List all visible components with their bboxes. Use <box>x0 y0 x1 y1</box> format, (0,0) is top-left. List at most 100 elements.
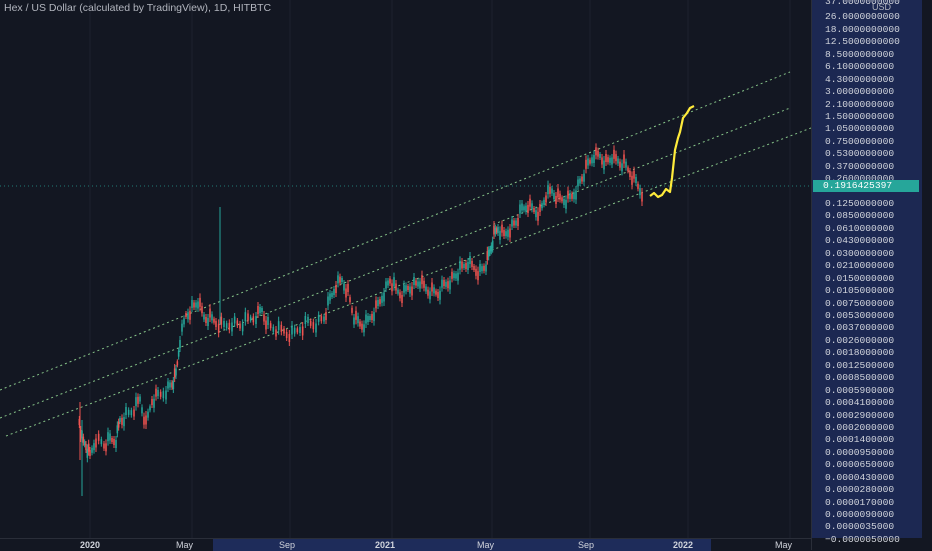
price-label: −0.0000050000 <box>825 533 900 545</box>
candle-body <box>531 203 533 210</box>
candle-body <box>609 157 611 163</box>
candle-body <box>585 159 587 169</box>
candle-body <box>203 314 205 320</box>
candle-body <box>323 316 325 322</box>
candle-body <box>329 293 331 301</box>
price-label: 0.0105000000 <box>825 285 895 297</box>
candle-body <box>453 273 455 279</box>
candle-body <box>427 289 429 296</box>
candle-body <box>407 286 409 290</box>
price-label: 0.0610000000 <box>825 222 895 234</box>
candle-body <box>419 281 421 289</box>
candle-body <box>145 415 147 425</box>
candle-body <box>255 316 257 324</box>
candle-body <box>421 275 423 285</box>
candle-body <box>385 281 387 289</box>
price-label: 0.0000950000 <box>825 446 895 458</box>
candle-body <box>515 220 517 226</box>
candle-body <box>397 289 399 294</box>
price-label: 0.0430000000 <box>825 235 895 247</box>
candle-body <box>533 208 535 212</box>
time-label: 2022 <box>673 540 694 550</box>
candle-body <box>559 193 561 200</box>
price-label: 0.3700000000 <box>825 160 895 172</box>
candle-body <box>567 190 569 199</box>
price-label: 0.7500000000 <box>825 135 895 147</box>
candle-body <box>86 448 89 458</box>
candle-body <box>627 167 629 172</box>
candle-body <box>615 154 617 162</box>
candle-body <box>149 406 151 411</box>
candle-body <box>347 284 349 292</box>
candle-body <box>539 204 541 212</box>
candle-body <box>457 272 459 281</box>
candle-body <box>497 227 499 233</box>
price-chart[interactable] <box>0 0 811 538</box>
candle-body <box>431 282 433 292</box>
candle-body <box>165 390 167 400</box>
candle-body <box>519 204 521 214</box>
candle-body <box>233 316 236 324</box>
time-axis[interactable]: 2020 May Sep 2021 May Sep 2022 May <box>0 538 811 551</box>
candle-body <box>280 324 283 332</box>
candle-body <box>261 308 263 312</box>
candle-body <box>525 205 527 212</box>
candle-body <box>527 205 529 213</box>
candle-body <box>211 314 213 321</box>
currency-label: USD <box>872 2 892 12</box>
candle-body <box>637 183 639 189</box>
candle-body <box>359 321 361 327</box>
candle-body <box>153 398 155 408</box>
candle-body <box>187 312 189 320</box>
time-label: Sep <box>279 540 296 550</box>
candle-body <box>277 321 280 331</box>
price-label: 0.0008500000 <box>825 372 895 384</box>
candle-body <box>603 160 605 170</box>
candle-body <box>285 332 288 338</box>
candle-body <box>143 416 145 425</box>
candle-body <box>259 307 261 313</box>
candle-body <box>447 281 449 289</box>
candle-body <box>509 228 511 238</box>
candle-body <box>490 245 493 252</box>
candle-body <box>327 296 329 306</box>
candle-body <box>503 230 505 236</box>
candle-body <box>115 440 117 448</box>
candle-body <box>599 154 601 158</box>
candle-body <box>511 219 513 227</box>
candle-body <box>589 159 591 164</box>
price-label: 2.1000000000 <box>825 98 895 110</box>
chart-area[interactable]: Hex / US Dollar (calculated by TradingVi… <box>0 0 811 538</box>
price-label: 0.0000650000 <box>825 459 895 471</box>
candle-body <box>139 396 141 402</box>
candle-body <box>547 185 549 195</box>
candle-body <box>501 224 503 233</box>
candle-body <box>449 280 451 290</box>
price-axis[interactable]: USD 37.0000000000 26.0000000000 18.0000000… <box>811 0 932 550</box>
candle-body <box>595 147 597 156</box>
candle-body <box>133 409 135 417</box>
candle-body <box>244 312 247 322</box>
time-label: May <box>176 540 194 550</box>
candle-body <box>461 261 463 269</box>
candle-body <box>401 295 403 303</box>
candle-body <box>155 388 157 397</box>
candle-body <box>415 280 417 286</box>
candle-body <box>272 326 275 332</box>
candle-body <box>157 390 159 396</box>
candle-body <box>351 307 353 313</box>
candle-body <box>335 285 337 293</box>
candle-body <box>477 271 479 281</box>
candle-body <box>494 227 497 234</box>
candle-body <box>641 192 643 202</box>
candle-body <box>521 203 523 211</box>
candle-body <box>535 210 537 218</box>
candle-body <box>491 240 494 249</box>
candle-body <box>451 271 453 279</box>
price-label: 12.5000000000 <box>825 36 900 48</box>
time-label: May <box>477 540 495 550</box>
candle-body <box>185 313 187 317</box>
candle-body <box>213 318 215 323</box>
candle-body <box>383 292 385 302</box>
candle-body <box>375 300 377 309</box>
